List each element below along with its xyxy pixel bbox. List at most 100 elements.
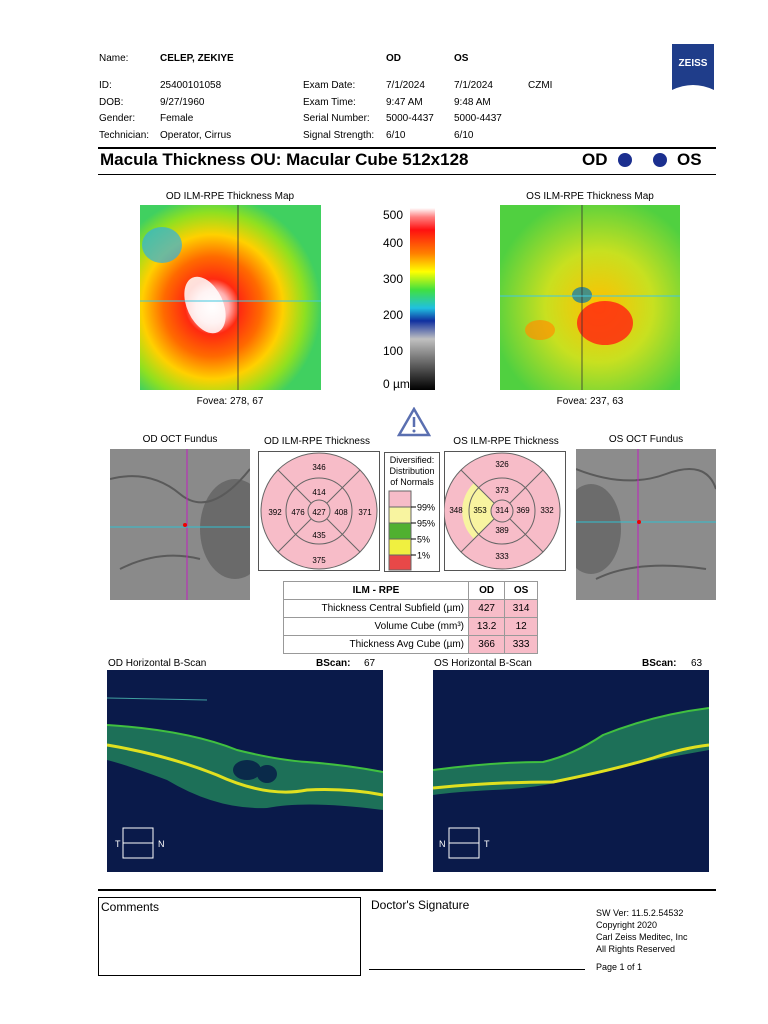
fovea: Fovea: 237, 63 xyxy=(556,396,624,407)
bscan-number: 67 xyxy=(364,658,376,669)
exam-value: 6/10 xyxy=(454,130,474,141)
sector-value: 375 xyxy=(312,556,326,565)
table-label: Thickness Central Subfield (µm) xyxy=(283,599,469,618)
page-number: Page 1 of 1 xyxy=(596,962,643,972)
os-label: OS xyxy=(677,150,702,169)
sector-value: 369 xyxy=(516,506,530,515)
sector-value: 348 xyxy=(449,506,463,515)
rule xyxy=(98,174,716,175)
field-label: Gender: xyxy=(99,113,136,124)
exam-value: 7/1/2024 xyxy=(386,80,425,91)
rule xyxy=(98,889,716,891)
sector-value: 373 xyxy=(495,486,509,495)
grid-title: OS ILM-RPE Thickness xyxy=(453,436,559,447)
legend-level: 1% xyxy=(417,550,430,560)
table-value: 366 xyxy=(467,635,506,654)
scale-label: 200 xyxy=(383,308,403,322)
table-header: OD xyxy=(467,581,506,600)
legend-level: 99% xyxy=(417,502,435,512)
sector-value: 392 xyxy=(268,508,282,517)
field-label: Name: xyxy=(99,53,129,64)
bscan-title: OD Horizontal B-Scan xyxy=(108,658,207,669)
site: CZMI xyxy=(528,80,553,91)
direction-label: N xyxy=(158,839,165,849)
table-value: 333 xyxy=(504,635,538,654)
software-info: SW Ver: 11.5.2.54532 xyxy=(596,908,684,918)
sector-value: 435 xyxy=(312,531,326,540)
bscan-title: OS Horizontal B-Scan xyxy=(434,658,532,669)
sector-value: 476 xyxy=(291,508,305,517)
software-info: Copyright 2020 xyxy=(596,920,658,930)
fundus-title: OD OCT Fundus xyxy=(142,434,218,445)
od-bscan-image: T N xyxy=(107,670,383,872)
signature-label: Doctor's Signature xyxy=(371,898,470,912)
exam-value: 5000-4437 xyxy=(386,113,434,124)
field-value: Operator, Cirrus xyxy=(160,130,232,141)
exam-value: 5000-4437 xyxy=(454,113,502,124)
map-title: OD ILM-RPE Thickness Map xyxy=(165,191,295,202)
legend-title: of Normals xyxy=(390,477,434,487)
software-info: All Rights Reserved xyxy=(596,944,676,954)
sector-value: 371 xyxy=(358,508,372,517)
color-scale: 500 400 300 200 100 0 µm xyxy=(383,208,435,391)
sector-value: 353 xyxy=(473,506,487,515)
sector-value: 414 xyxy=(312,488,326,497)
sector-value: 427 xyxy=(312,508,326,517)
od-thickness-map xyxy=(140,205,321,390)
exam-value: 9:48 AM xyxy=(454,97,491,108)
table-value: 13.2 xyxy=(467,617,506,636)
page-title: Macula Thickness OU: Macular Cube 512x12… xyxy=(100,150,469,169)
legend-title: Diversified: xyxy=(390,455,435,465)
column-label: OD xyxy=(386,53,401,64)
sector-value: 333 xyxy=(495,552,509,561)
exam-label: Signal Strength: xyxy=(303,130,375,141)
normative-legend: Diversified: Distribution of Normals 99%… xyxy=(384,452,440,572)
exam-value: 9:47 AM xyxy=(386,97,423,108)
fundus-title: OS OCT Fundus xyxy=(608,434,684,445)
os-bscan-image: N T xyxy=(433,670,709,872)
exam-label: Serial Number: xyxy=(303,113,370,124)
field-label: ID: xyxy=(99,80,112,91)
column-label: OS xyxy=(454,53,469,64)
logo: ZEISS xyxy=(672,44,714,90)
table-value: 12 xyxy=(504,617,538,636)
scale-label: 0 µm xyxy=(383,377,410,391)
exam-value: 7/1/2024 xyxy=(454,80,493,91)
os-etdrs-grid: 326 373 348 353 314 369 332 389 333 xyxy=(444,451,566,571)
signature-line xyxy=(369,969,585,970)
bscan-label: BScan: xyxy=(316,658,351,669)
exam-value: 6/10 xyxy=(386,130,406,141)
sector-value: 314 xyxy=(495,506,509,515)
direction-label: T xyxy=(115,839,121,849)
sector-value: 326 xyxy=(495,460,509,469)
sector-value: 389 xyxy=(495,526,509,535)
os-fundus-image xyxy=(576,449,716,600)
map-title: OS ILM-RPE Thickness Map xyxy=(526,191,654,202)
od-label: OD xyxy=(582,150,608,169)
field-value: 9/27/1960 xyxy=(160,97,205,108)
software-info: Carl Zeiss Meditec, Inc xyxy=(596,932,688,942)
scale-label: 400 xyxy=(383,236,403,250)
summary-table: ILM - RPE OD OS Thickness Central Subfie… xyxy=(283,581,538,654)
logo-text: ZEISS xyxy=(679,58,708,69)
table-label: Volume Cube (mm³) xyxy=(283,617,469,636)
table-value: 427 xyxy=(467,599,506,618)
field-value: CELEP, ZEKIYE xyxy=(160,53,234,64)
table-label: Thickness Avg Cube (µm) xyxy=(283,635,469,654)
grid-title: OD ILM-RPE Thickness xyxy=(264,436,370,447)
exam-label: Exam Time: xyxy=(303,97,356,108)
comments-box xyxy=(98,897,361,976)
legend-title: Distribution xyxy=(389,466,434,476)
exam-label: Exam Date: xyxy=(303,80,356,91)
rule xyxy=(98,147,716,149)
direction-label: N xyxy=(439,839,446,849)
direction-label: T xyxy=(484,839,490,849)
os-thickness-map xyxy=(500,205,680,390)
comments-label: Comments xyxy=(101,900,160,914)
od-dot xyxy=(618,153,632,167)
od-etdrs-grid: 346 414 392 476 427 408 371 435 375 xyxy=(258,451,380,571)
table-header: OS xyxy=(504,581,538,600)
bscan-label: BScan: xyxy=(642,658,677,669)
field-label: DOB: xyxy=(99,97,124,108)
